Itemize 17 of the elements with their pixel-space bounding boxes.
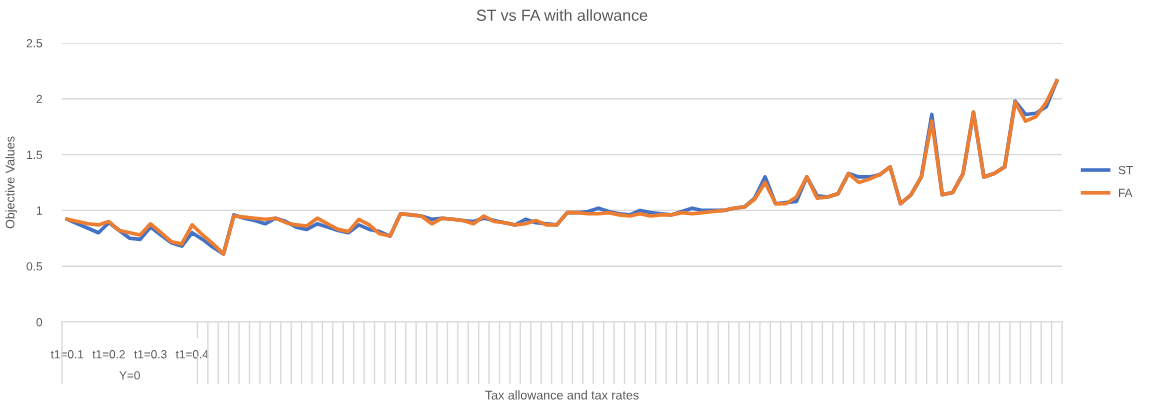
x-tick-label: t1=0.1 (50, 350, 84, 359)
x-tick-label: t1=0.4 (175, 350, 209, 359)
x-axis-title: Tax allowance and tax rates (485, 390, 639, 400)
y-tick-label: 2 (36, 94, 42, 104)
y-tick-label: 1 (36, 206, 42, 215)
legend-label: FA (1119, 188, 1133, 197)
line-series (65, 79, 1059, 256)
x-tick-label: t1=0.2 (92, 350, 125, 359)
y-tick-label: 2.5 (26, 39, 43, 48)
x-tick-label: t1=0.3 (134, 350, 167, 359)
y-tick-label: 0.5 (26, 262, 43, 271)
legend-label: ST (1118, 165, 1133, 175)
y-tick-label: 0 (36, 318, 43, 327)
y-tick-label: 1.5 (27, 150, 43, 159)
chart-title: ST vs FA with allowance (476, 9, 648, 21)
y-axis-title: Objective Values (5, 136, 17, 229)
text: Y=0 (119, 371, 140, 380)
